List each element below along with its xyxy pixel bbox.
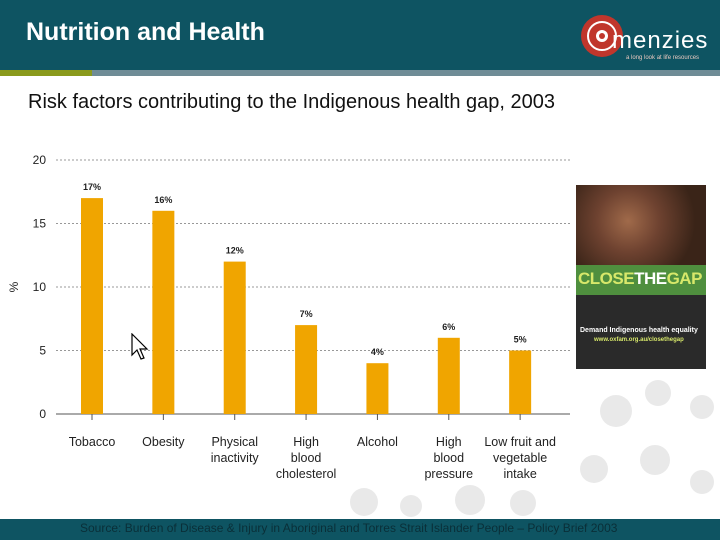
- data-label: 17%: [83, 182, 101, 192]
- x-tick-label: High: [436, 435, 462, 449]
- footer-bar: [0, 519, 720, 540]
- y-tick-label: 5: [39, 344, 46, 358]
- poster-word-gap: GAP: [666, 269, 703, 288]
- x-tick-label: Tobacco: [69, 435, 116, 449]
- decor-circle: [400, 495, 422, 517]
- decor-circle: [510, 490, 536, 516]
- bar: [81, 198, 103, 414]
- close-the-gap-poster: CLOSETHEGAP Demand Indigenous health equ…: [576, 185, 706, 369]
- poster-headline: CLOSETHEGAP: [578, 269, 702, 289]
- chart-subtitle: Risk factors contributing to the Indigen…: [28, 91, 556, 113]
- x-tick-label: Alcohol: [357, 435, 398, 449]
- mouse-pointer-icon: [131, 333, 149, 360]
- header-stripe: [0, 70, 720, 76]
- bar-chart: 0 5 10 15 20% 17% Tobacco 16% Obesity 12% Physical…: [7, 153, 570, 481]
- data-label: 5%: [514, 335, 527, 345]
- menzies-logo: menzies a long look at life resources: [578, 12, 713, 66]
- poster-word-the: THE: [634, 269, 667, 288]
- bar: [437, 337, 460, 414]
- poster-word-close: CLOSE: [578, 269, 635, 288]
- poster-lower: [576, 295, 706, 369]
- y-tick-label: 10: [33, 280, 47, 294]
- x-tick-label: blood: [433, 451, 464, 465]
- logo-mark-icon: [581, 15, 623, 57]
- poster-band: [576, 265, 706, 295]
- data-label: 4%: [371, 347, 384, 357]
- decor-circle: [645, 380, 671, 406]
- decor-circle: [580, 455, 608, 483]
- decor-circle: [690, 470, 714, 494]
- decor-circle: [690, 395, 714, 419]
- x-tick-label: vegetable: [493, 451, 547, 465]
- y-tick-label: 15: [33, 217, 47, 231]
- poster-demand-line: Demand Indigenous health equality: [580, 327, 698, 334]
- bar: [295, 325, 318, 414]
- x-tick-label: inactivity: [211, 451, 260, 465]
- x-tick-label: High: [293, 435, 319, 449]
- decor-circle: [455, 485, 485, 515]
- x-tick-label: Physical: [211, 435, 258, 449]
- x-tick-label: cholesterol: [276, 467, 336, 481]
- poster-photo: [576, 185, 706, 265]
- data-label: 6%: [442, 322, 455, 332]
- data-label: 7%: [300, 309, 313, 319]
- data-label: 16%: [154, 195, 172, 205]
- header-bar: Nutrition and Health menzies a long look…: [0, 0, 720, 70]
- decor-circle: [640, 445, 670, 475]
- data-label: 12%: [226, 246, 244, 256]
- header-accent: [0, 70, 92, 76]
- y-axis-label: %: [7, 281, 21, 292]
- x-tick-label: pressure: [424, 467, 473, 481]
- logo-tagline: a long look at life resources: [626, 55, 700, 61]
- bar: [152, 210, 175, 414]
- bar: [509, 350, 532, 414]
- x-tick-label: blood: [291, 451, 322, 465]
- poster-web-line: www.oxfam.org.au/closethegap: [594, 337, 684, 343]
- source-citation: Source: Burden of Disease & Injury in Ab…: [80, 521, 618, 535]
- x-tick-label: Low fruit and: [484, 435, 556, 449]
- y-tick-label: 20: [33, 153, 47, 167]
- logo-wordmark: menzies: [612, 27, 709, 54]
- decor-circle: [600, 395, 632, 427]
- x-tick-label: Obesity: [142, 435, 185, 449]
- bar: [223, 261, 246, 414]
- slide-title: Nutrition and Health: [26, 18, 265, 46]
- bar: [366, 363, 389, 414]
- decor-circle: [350, 488, 378, 516]
- y-tick-label: 0: [39, 407, 46, 421]
- x-tick-label: intake: [503, 467, 536, 481]
